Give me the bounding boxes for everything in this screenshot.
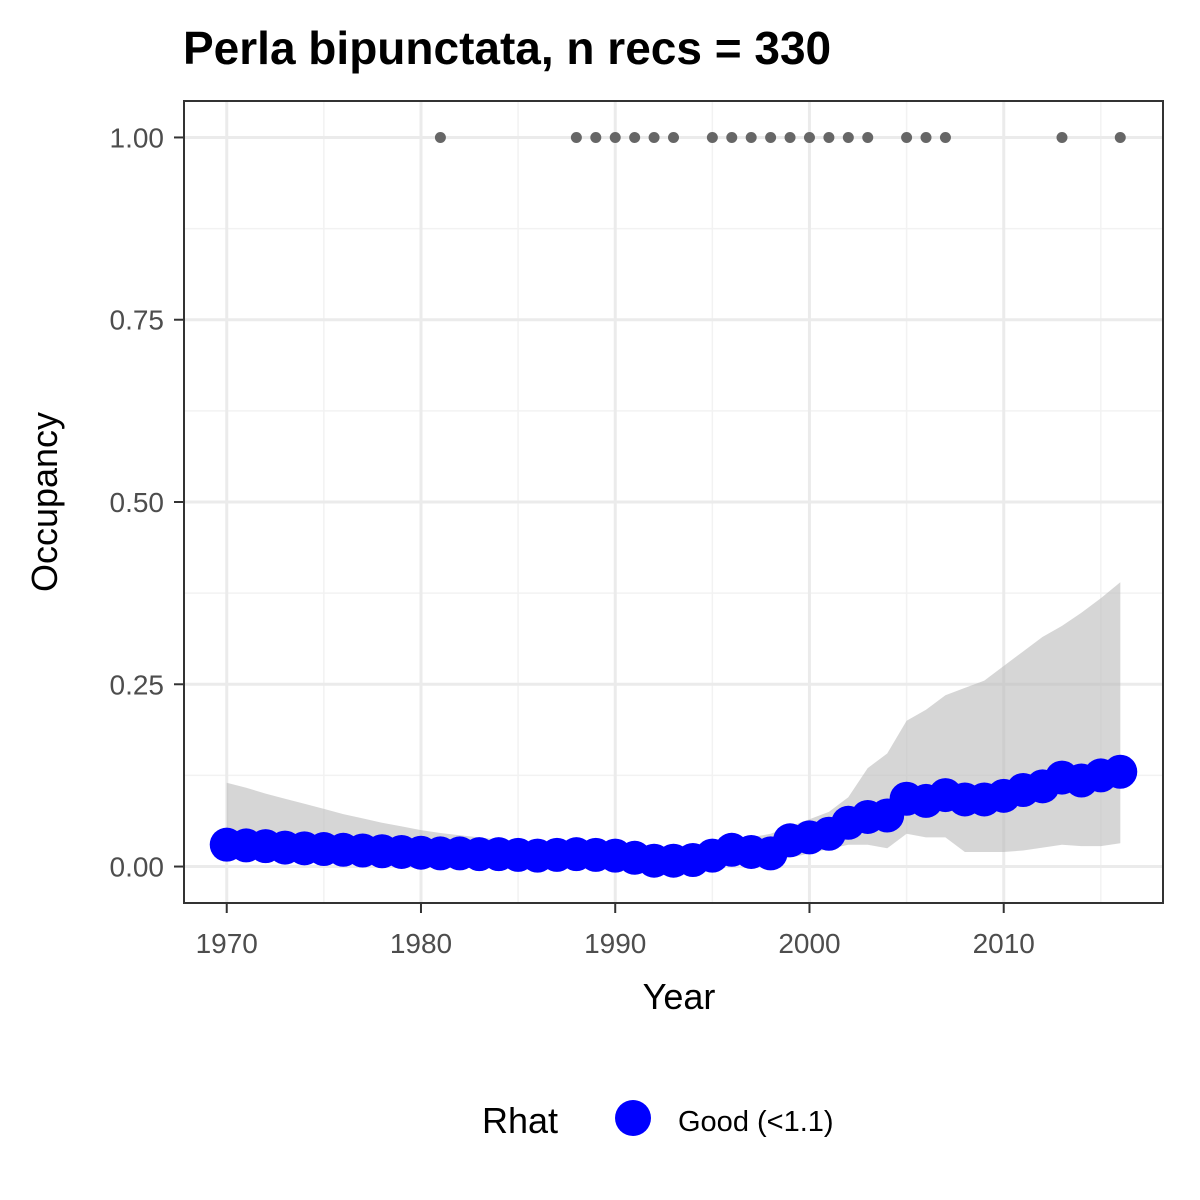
record-point xyxy=(920,131,932,143)
record-points xyxy=(434,131,1126,143)
occupancy-points xyxy=(209,754,1138,878)
x-tick-label: 2010 xyxy=(973,928,1035,959)
x-tick-label: 1980 xyxy=(390,928,452,959)
x-tick-label: 1990 xyxy=(584,928,646,959)
record-point xyxy=(901,131,913,143)
y-tick-label: 0.50 xyxy=(110,487,165,518)
chart-title: Perla bipunctata, n recs = 330 xyxy=(183,22,831,74)
record-point xyxy=(434,131,446,143)
record-point xyxy=(765,131,777,143)
x-tick-label: 2000 xyxy=(778,928,840,959)
y-tick-label: 0.75 xyxy=(110,305,165,336)
x-axis: 1970 1980 1990 2000 2010 xyxy=(196,903,1035,959)
record-point xyxy=(706,131,718,143)
record-point xyxy=(726,131,738,143)
record-point xyxy=(939,131,951,143)
record-point xyxy=(1056,131,1068,143)
y-tick-label: 1.00 xyxy=(110,122,165,153)
record-point xyxy=(1114,131,1126,143)
x-tick-label: 1970 xyxy=(196,928,258,959)
legend-title: Rhat xyxy=(482,1100,558,1141)
record-point xyxy=(862,131,874,143)
y-axis: 0.00 0.25 0.50 0.75 1.00 xyxy=(110,122,184,883)
legend: Rhat Good (<1.1) xyxy=(482,1100,834,1141)
record-point xyxy=(629,131,641,143)
record-point xyxy=(823,131,835,143)
y-tick-label: 0.00 xyxy=(110,852,165,883)
record-point xyxy=(609,131,621,143)
record-point xyxy=(745,131,757,143)
y-axis-label: Occupancy xyxy=(24,412,65,592)
record-point xyxy=(648,131,660,143)
occupancy-point xyxy=(1103,754,1138,789)
record-point xyxy=(784,131,796,143)
record-point xyxy=(842,131,854,143)
x-axis-label: Year xyxy=(643,976,716,1017)
legend-key-good xyxy=(615,1100,651,1136)
record-point xyxy=(803,131,815,143)
y-tick-label: 0.25 xyxy=(110,669,165,700)
record-point xyxy=(668,131,679,143)
legend-label-good: Good (<1.1) xyxy=(678,1106,834,1138)
record-point xyxy=(570,131,582,143)
record-point xyxy=(590,131,602,143)
